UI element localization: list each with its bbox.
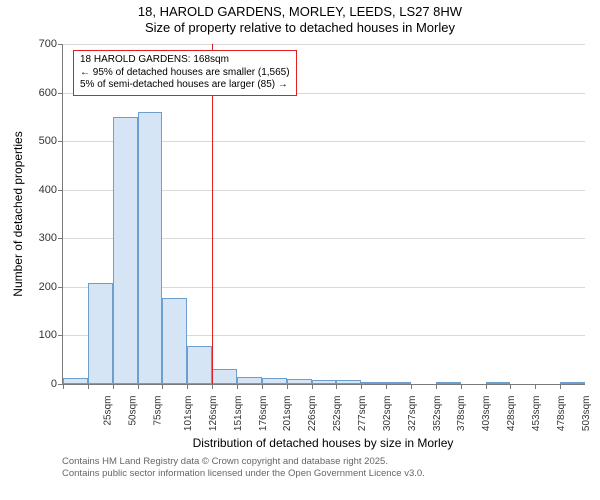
x-tick-label: 101sqm: [183, 396, 194, 432]
x-tick-label: 151sqm: [233, 396, 244, 432]
histogram-bar: [560, 382, 585, 384]
x-tick-mark: [262, 384, 263, 389]
histogram-bar: [187, 346, 212, 384]
x-tick-label: 503sqm: [581, 396, 592, 432]
x-tick-label: 226sqm: [307, 396, 318, 432]
x-tick-label: 50sqm: [128, 396, 139, 426]
histogram-bar: [138, 112, 163, 384]
x-tick-label: 277sqm: [357, 396, 368, 432]
footer-attribution: Contains HM Land Registry data © Crown c…: [62, 456, 425, 481]
y-tick-mark: [58, 190, 63, 191]
x-tick-mark: [411, 384, 412, 389]
y-tick-mark: [58, 141, 63, 142]
x-tick-mark: [535, 384, 536, 389]
x-tick-mark: [461, 384, 462, 389]
info-line-2: ← 95% of detached houses are smaller (1,…: [80, 67, 290, 80]
title-line-1: 18, HAROLD GARDENS, MORLEY, LEEDS, LS27 …: [138, 4, 462, 19]
x-tick-mark: [336, 384, 337, 389]
x-tick-label: 403sqm: [481, 396, 492, 432]
x-tick-mark: [510, 384, 511, 389]
y-tick-mark: [58, 287, 63, 288]
histogram-bar: [486, 382, 511, 384]
histogram-bar: [212, 369, 237, 384]
chart-title: 18, HAROLD GARDENS, MORLEY, LEEDS, LS27 …: [0, 0, 600, 37]
gridline: [63, 44, 585, 45]
x-tick-mark: [88, 384, 89, 389]
x-tick-label: 378sqm: [457, 396, 468, 432]
info-line-3: 5% of semi-detached houses are larger (8…: [80, 79, 290, 92]
histogram-bar: [88, 283, 113, 384]
title-line-2: Size of property relative to detached ho…: [145, 20, 455, 35]
histogram-bar: [63, 378, 88, 384]
x-tick-mark: [237, 384, 238, 389]
x-tick-mark: [361, 384, 362, 389]
x-tick-mark: [436, 384, 437, 389]
histogram-bar: [436, 382, 461, 384]
histogram-bar: [162, 298, 187, 384]
footer-line-1: Contains HM Land Registry data © Crown c…: [62, 456, 388, 467]
x-tick-mark: [312, 384, 313, 389]
x-tick-label: 201sqm: [283, 396, 294, 432]
y-tick-mark: [58, 335, 63, 336]
x-tick-label: 352sqm: [432, 396, 443, 432]
x-tick-label: 252sqm: [332, 396, 343, 432]
y-axis-label: Number of detached properties: [11, 131, 25, 296]
marker-info-box: 18 HAROLD GARDENS: 168sqm ← 95% of detac…: [73, 50, 297, 96]
x-tick-mark: [138, 384, 139, 389]
info-line-1: 18 HAROLD GARDENS: 168sqm: [80, 54, 290, 67]
histogram-bar: [361, 382, 386, 384]
histogram-bar: [386, 382, 411, 384]
y-tick-mark: [58, 238, 63, 239]
x-tick-label: 428sqm: [506, 396, 517, 432]
x-tick-mark: [162, 384, 163, 389]
x-tick-mark: [486, 384, 487, 389]
x-axis-label: Distribution of detached houses by size …: [193, 436, 454, 450]
histogram-bar: [312, 380, 337, 384]
x-tick-mark: [63, 384, 64, 389]
x-tick-mark: [386, 384, 387, 389]
x-tick-label: 75sqm: [153, 396, 164, 426]
x-tick-label: 327sqm: [407, 396, 418, 432]
x-tick-label: 126sqm: [208, 396, 219, 432]
y-tick-mark: [58, 44, 63, 45]
x-tick-label: 478sqm: [556, 396, 567, 432]
histogram-bar: [113, 117, 138, 384]
plot-area: 010020030040050060070025sqm50sqm75sqm101…: [62, 44, 585, 385]
x-tick-label: 453sqm: [531, 396, 542, 432]
x-tick-label: 176sqm: [258, 396, 269, 432]
x-tick-label: 302sqm: [382, 396, 393, 432]
x-tick-label: 25sqm: [103, 396, 114, 426]
footer-line-2: Contains public sector information licen…: [62, 468, 425, 479]
x-tick-mark: [113, 384, 114, 389]
histogram-bar: [336, 380, 361, 384]
histogram-bar: [237, 377, 262, 384]
x-tick-mark: [560, 384, 561, 389]
histogram-bar: [262, 378, 287, 384]
histogram-chart: 18, HAROLD GARDENS, MORLEY, LEEDS, LS27 …: [0, 0, 600, 500]
x-tick-mark: [287, 384, 288, 389]
y-tick-mark: [58, 93, 63, 94]
histogram-bar: [287, 379, 312, 384]
x-tick-mark: [187, 384, 188, 389]
x-tick-mark: [212, 384, 213, 389]
